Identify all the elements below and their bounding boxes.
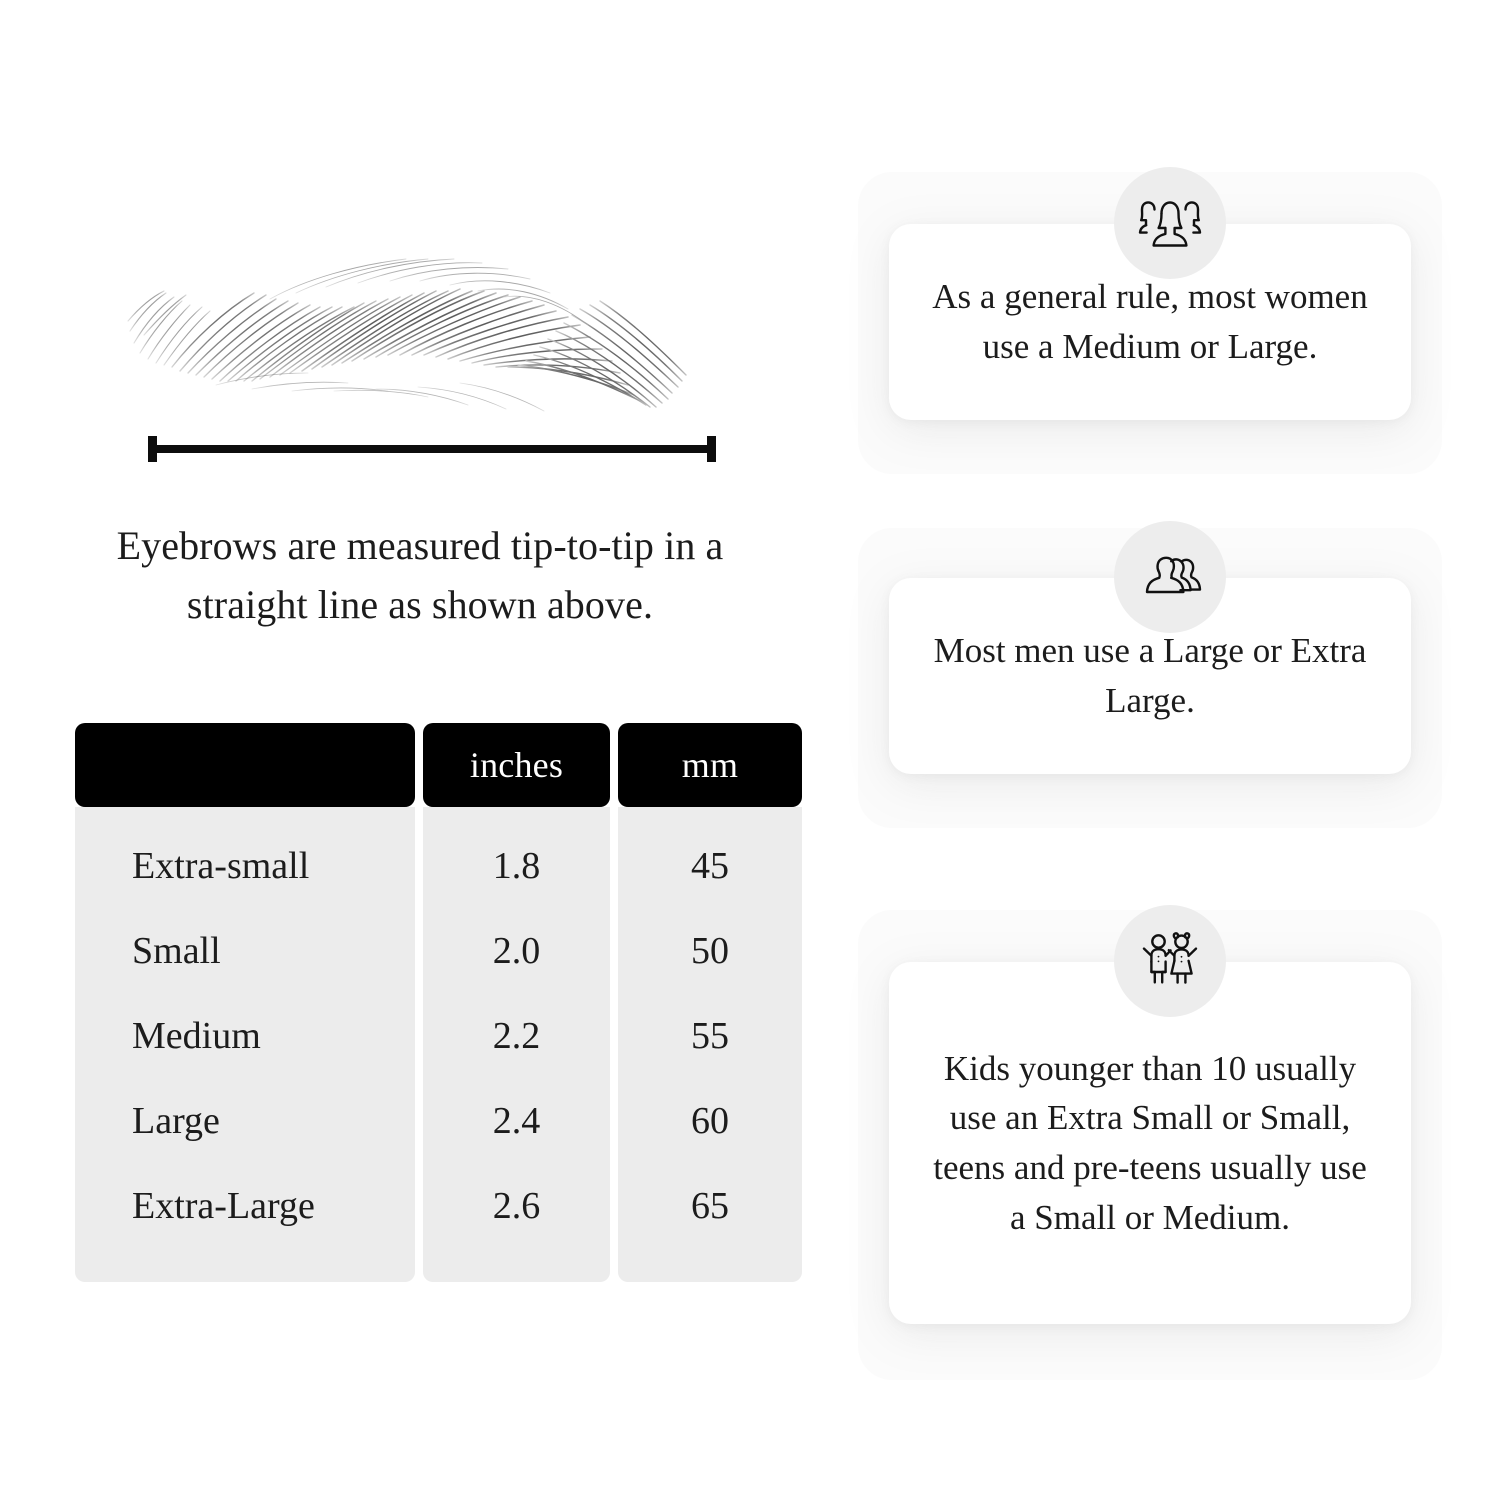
table-row: Large	[132, 1099, 220, 1142]
table-cell-mm: 50	[691, 929, 729, 972]
table-row: Extra-small	[132, 844, 310, 887]
table-cell-inches: 2.6	[492, 1184, 541, 1227]
table-row: Extra-Large	[132, 1184, 315, 1227]
size-table: inches mm Extra-small Small Medium Large…	[75, 723, 802, 1282]
table-column-inches: 1.8 2.0 2.2 2.4 2.6	[423, 807, 610, 1282]
table-cell-inches: 2.4	[492, 1099, 541, 1142]
measurement-bar-icon	[148, 436, 716, 464]
table-column-size: Extra-small Small Medium Large Extra-Lar…	[75, 807, 415, 1282]
info-card-men: Most men use a Large or Extra Large.	[889, 578, 1411, 774]
info-card-text: Most men use a Large or Extra Large.	[933, 631, 1367, 720]
table-cell-mm: 60	[691, 1099, 729, 1142]
eyebrow-illustration	[120, 235, 740, 415]
table-cell-mm: 55	[691, 1014, 729, 1057]
table-column-mm: 45 50 55 60 65	[618, 807, 802, 1282]
left-column: Eyebrows are measured tip-to-tip in a st…	[75, 235, 802, 1282]
table-row: Small	[132, 929, 221, 972]
info-card-text: Kids younger than 10 usually use an Extr…	[933, 1048, 1367, 1237]
table-cell-inches: 2.0	[492, 929, 541, 972]
table-header-size	[75, 723, 415, 807]
table-header-row: inches mm	[75, 723, 802, 807]
table-row: Medium	[132, 1014, 261, 1057]
right-column: As a general rule, most women use a Medi…	[840, 0, 1500, 1500]
info-card-women: As a general rule, most women use a Medi…	[889, 224, 1411, 420]
table-body: Extra-small Small Medium Large Extra-Lar…	[75, 807, 802, 1282]
table-cell-inches: 1.8	[492, 844, 541, 887]
measurement-caption: Eyebrows are measured tip-to-tip in a st…	[116, 523, 724, 628]
table-header-mm: mm	[618, 723, 802, 807]
table-header-inches: inches	[423, 723, 610, 807]
table-cell-mm: 45	[691, 844, 729, 887]
three-women-icon	[1114, 167, 1226, 279]
table-cell-mm: 65	[691, 1184, 729, 1227]
three-men-icon	[1114, 521, 1226, 633]
info-card-text: As a general rule, most women use a Medi…	[932, 277, 1368, 366]
table-cell-inches: 2.2	[492, 1014, 541, 1057]
two-kids-icon	[1114, 905, 1226, 1017]
info-card-kids: Kids younger than 10 usually use an Extr…	[889, 962, 1411, 1324]
